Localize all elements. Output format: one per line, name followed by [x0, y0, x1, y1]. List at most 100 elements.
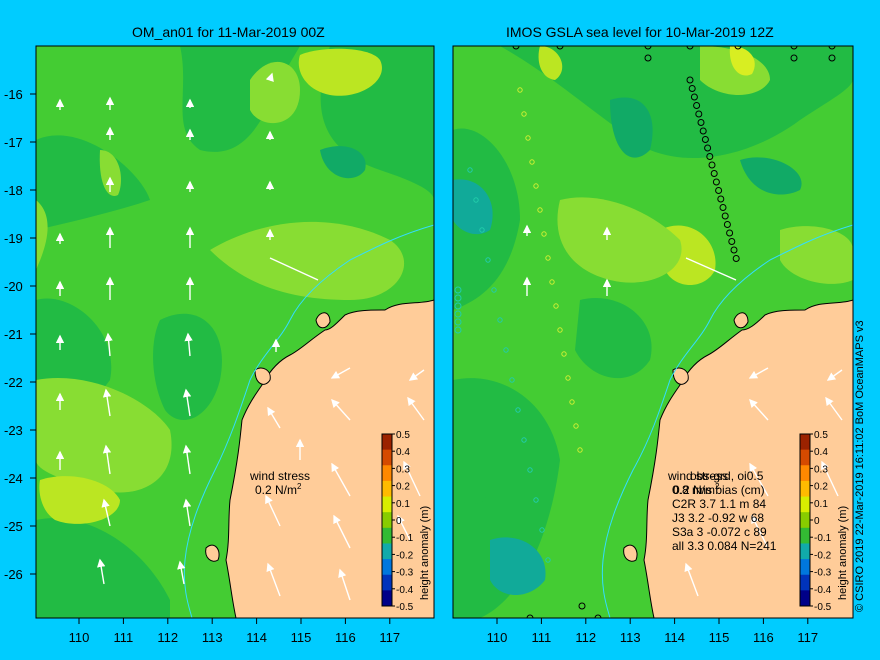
colorbar-tick-label: 0.5: [396, 430, 410, 441]
colorbar-tick-label: 0.5: [814, 430, 828, 441]
colorbar-tick-label: 0.2: [396, 482, 410, 493]
stats-row: J3 3.2 -0.92 w 68: [672, 511, 764, 525]
altimeter-obs-marker: [537, 207, 543, 213]
lon-tick-label: 112: [157, 630, 178, 645]
altimeter-obs-marker: [521, 437, 527, 443]
colorbar-swatch: [800, 559, 810, 576]
altimeter-obs-marker: [527, 467, 533, 473]
colorbar-swatch: [800, 574, 810, 591]
lon-tick-label: 115: [709, 630, 730, 645]
right-map-wind-arrows: [522, 224, 843, 597]
colorbar-tick-label: 0.4: [396, 447, 410, 458]
altimeter-obs-marker: [577, 447, 583, 453]
lat-tick-label: -26: [4, 567, 23, 582]
lon-tick-label: 117: [379, 630, 400, 645]
right-map-isobath: [601, 224, 853, 618]
altimeter-obs-marker: [790, 54, 798, 62]
credit-text: © CSIRO 2019 22-Mar-2019 16:11:02 BoM Oc…: [854, 320, 866, 612]
left-wind-legend-label: wind stress: [249, 469, 310, 483]
altimeter-obs-marker: [710, 170, 718, 177]
altimeter-obs-marker: [515, 407, 521, 413]
altimeter-obs-marker: [701, 136, 709, 143]
colorbar-swatch: [382, 434, 392, 451]
left-map-frame: [35, 45, 435, 619]
altimeter-obs-marker: [594, 614, 602, 618]
colorbar-swatch: [800, 449, 810, 466]
lon-tick-label: 116: [753, 630, 774, 645]
colorbar-tick-label: 0.3: [396, 464, 410, 475]
lon-tick-label: 117: [797, 630, 818, 645]
map-axes: 110 110 111 111 112 112 113 113 114 114 115 115 116 1…: [4, 87, 818, 645]
altimeter-obs-marker: [545, 557, 551, 563]
stats-header: obs-grd, oi0.5: [690, 469, 764, 483]
altimeter-obs-marker: [491, 287, 497, 293]
lat-tick-label: -19: [4, 231, 23, 246]
colorbar-swatch: [382, 512, 392, 529]
colorbar-swatch: [382, 543, 392, 560]
stats-row: C2R 3.7 1.1 m 84: [672, 497, 766, 511]
altimeter-obs-marker: [454, 318, 462, 326]
stats-row: all 3.3 0.084 N=241: [672, 539, 777, 553]
colorbar-swatch: [382, 590, 392, 607]
altimeter-obs-marker: [688, 85, 696, 92]
altimeter-obs-marker: [485, 257, 491, 263]
colorbar-swatch: [382, 574, 392, 591]
colorbar-tick-label: 0.3: [814, 464, 828, 475]
lat-tick-label: -18: [4, 183, 23, 198]
altimeter-obs-marker: [708, 161, 716, 169]
altimeter-obs-marker: [454, 302, 462, 310]
right-map: wind stress 0.2 N/m2 obs-grd, oi0.5 0.8 …: [453, 46, 853, 618]
altimeter-obs-marker: [723, 221, 731, 228]
altimeter-obs-marker: [828, 54, 836, 62]
altimeter-obs-marker: [686, 46, 694, 50]
altimeter-obs-marker: [539, 527, 545, 533]
colorbar-swatch: [800, 543, 810, 560]
colorbar-swatch: [800, 512, 810, 529]
colorbar-tick-label: -0.3: [396, 568, 414, 579]
left-map: wind stress 0.2 N/m2 0.5 0.4 0.3 0.2 0.1 0 -0.…: [36, 46, 434, 618]
left-map-anomaly-contours: [36, 46, 434, 618]
altimeter-obs-marker: [497, 317, 503, 323]
colorbar-swatch: [800, 465, 810, 482]
right-map-anomaly-contours: [453, 46, 853, 618]
altimeter-obs-marker: [734, 46, 742, 50]
altimeter-obs-marker: [533, 183, 539, 189]
altimeter-obs-marker: [525, 135, 531, 141]
altimeter-obs-marker: [693, 102, 701, 109]
lat-tick-label: -25: [4, 519, 23, 534]
altimeter-obs-marker: [454, 310, 462, 318]
altimeter-obs-marker: [732, 255, 740, 262]
lon-tick-label: 116: [335, 630, 356, 645]
colorbar-swatch: [382, 559, 392, 576]
colorbar-tick-label: 0.1: [396, 499, 410, 510]
altimeter-obs-marker: [706, 153, 714, 160]
lon-tick-label: 111: [114, 630, 134, 645]
lon-tick-label: 110: [69, 630, 90, 645]
lon-tick-label: 110: [487, 630, 508, 645]
altimeter-obs-marker: [578, 602, 586, 610]
right-colorbar-label: height anomaly (m): [837, 506, 849, 600]
altimeter-obs-marker: [699, 127, 707, 135]
altimeter-obs-marker: [553, 303, 559, 309]
colorbar-swatch: [382, 496, 392, 513]
lat-tick-label: -17: [4, 135, 23, 150]
lon-tick-label: 114: [246, 630, 267, 645]
altimeter-obs-marker: [557, 327, 563, 333]
colorbar-tick-label: -0.5: [814, 602, 832, 613]
right-map-colorbar: 0.5 0.4 0.3 0.2 0.1 0 -0.1 -0.2 -0.3 -0.4 -0.5 hei…: [799, 430, 849, 613]
left-colorbar-label: height anomaly (m): [419, 506, 431, 600]
altimeter-obs-marker: [644, 54, 652, 62]
altimeter-obs-marker: [686, 76, 694, 84]
altimeter-obs-marker: [454, 294, 462, 302]
altimeter-obs-marker: [512, 46, 520, 50]
left-map-isobath: [183, 224, 434, 618]
altimeter-obs-marker: [565, 375, 571, 381]
colorbar-swatch: [382, 480, 392, 498]
altimeter-obs-marker: [561, 351, 567, 357]
lat-tick-label: -23: [4, 423, 23, 438]
altimeter-obs-marker: [715, 187, 723, 194]
altimeter-obs-marker: [644, 46, 652, 50]
altimeter-obs-marker: [697, 119, 705, 126]
altimeter-obs-marker: [549, 279, 555, 285]
right-wind-legend-scale: 0.2 N/m2: [673, 482, 720, 497]
